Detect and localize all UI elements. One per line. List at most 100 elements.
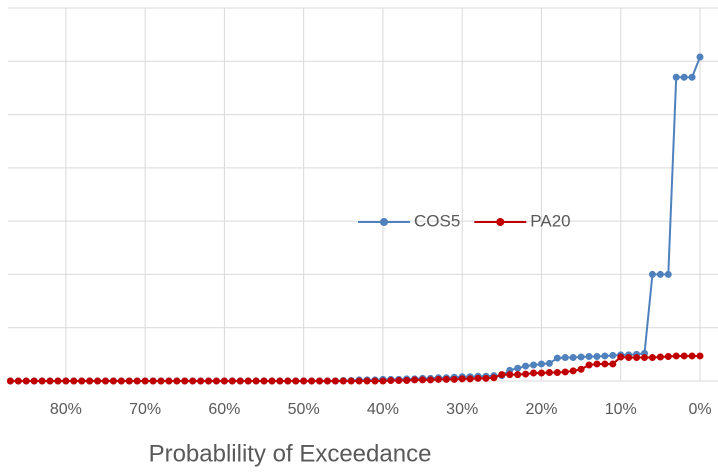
data-point — [434, 375, 442, 383]
data-point — [363, 377, 371, 385]
data-point — [601, 360, 609, 368]
data-point — [212, 377, 220, 385]
x-tick-label: 50% — [288, 401, 320, 418]
data-point — [426, 376, 434, 384]
data-point — [149, 377, 157, 385]
data-point — [94, 377, 102, 385]
data-point — [220, 377, 228, 385]
data-point — [260, 377, 268, 385]
data-point — [38, 377, 46, 385]
x-tick-label: 10% — [605, 401, 637, 418]
data-point — [593, 360, 601, 368]
data-point — [545, 368, 553, 376]
data-point — [101, 377, 109, 385]
data-point — [387, 376, 395, 384]
data-point — [189, 377, 197, 385]
data-point — [672, 352, 680, 360]
data-point — [514, 364, 522, 372]
data-point — [522, 362, 530, 370]
data-point — [561, 354, 569, 362]
data-point — [585, 361, 593, 369]
data-point — [339, 377, 347, 385]
data-point — [537, 360, 545, 368]
data-point — [482, 374, 490, 382]
legend-label: PA20 — [530, 211, 570, 230]
data-point — [78, 377, 86, 385]
data-point — [347, 377, 355, 385]
data-point — [22, 377, 30, 385]
data-point — [609, 351, 617, 359]
data-point — [696, 53, 704, 61]
data-point — [561, 368, 569, 376]
x-tick-label: 20% — [525, 401, 557, 418]
data-point — [442, 375, 450, 383]
data-point — [514, 371, 522, 379]
data-point — [458, 375, 466, 383]
data-point — [268, 377, 276, 385]
data-point — [395, 376, 403, 384]
data-point — [197, 377, 205, 385]
data-point — [577, 353, 585, 361]
data-point — [648, 354, 656, 362]
data-point — [569, 354, 577, 362]
data-point — [181, 377, 189, 385]
x-tick-label: 80% — [50, 401, 82, 418]
data-point — [54, 377, 62, 385]
series-line — [10, 56, 701, 382]
data-point — [125, 377, 133, 385]
data-point — [157, 377, 165, 385]
data-point — [308, 377, 316, 385]
x-tick-label: 70% — [129, 401, 161, 418]
data-point — [316, 377, 324, 385]
data-point — [585, 352, 593, 360]
data-point — [6, 377, 14, 385]
series-line — [10, 354, 700, 382]
data-point — [30, 377, 38, 385]
data-point — [46, 377, 54, 385]
x-axis-title: Probablility of Exceedance — [149, 440, 432, 467]
data-point — [656, 353, 664, 361]
data-point — [252, 377, 260, 385]
data-point — [14, 377, 22, 385]
data-point — [133, 377, 141, 385]
data-point — [696, 352, 704, 360]
x-tick-label: 60% — [208, 401, 240, 418]
data-point — [331, 377, 339, 385]
data-point — [411, 376, 419, 384]
x-tick-label: 0% — [688, 401, 711, 418]
data-point — [506, 371, 514, 379]
data-point — [553, 354, 561, 362]
data-point — [537, 369, 545, 377]
legend-label: COS5 — [414, 211, 460, 230]
data-point — [300, 377, 308, 385]
data-point — [228, 377, 236, 385]
data-point — [109, 377, 117, 385]
data-point — [522, 370, 530, 378]
data-point — [403, 376, 411, 384]
data-point — [577, 365, 585, 373]
data-point — [276, 377, 284, 385]
data-point — [641, 354, 649, 362]
data-point — [609, 360, 617, 368]
data-point — [633, 354, 641, 362]
data-point — [545, 359, 553, 367]
data-point — [244, 377, 252, 385]
data-point — [450, 375, 458, 383]
data-point — [617, 353, 625, 361]
data-point — [569, 367, 577, 375]
data-point — [664, 270, 672, 278]
data-point — [86, 377, 94, 385]
data-point — [355, 377, 363, 385]
data-point — [62, 377, 70, 385]
data-point — [498, 371, 506, 379]
data-point — [117, 377, 125, 385]
data-point — [688, 73, 696, 81]
data-point — [680, 352, 688, 360]
data-point — [379, 377, 387, 385]
data-point — [593, 352, 601, 360]
data-point — [680, 73, 688, 81]
data-point — [625, 354, 633, 362]
data-point — [165, 377, 173, 385]
data-point — [672, 73, 680, 81]
data-point — [664, 352, 672, 360]
